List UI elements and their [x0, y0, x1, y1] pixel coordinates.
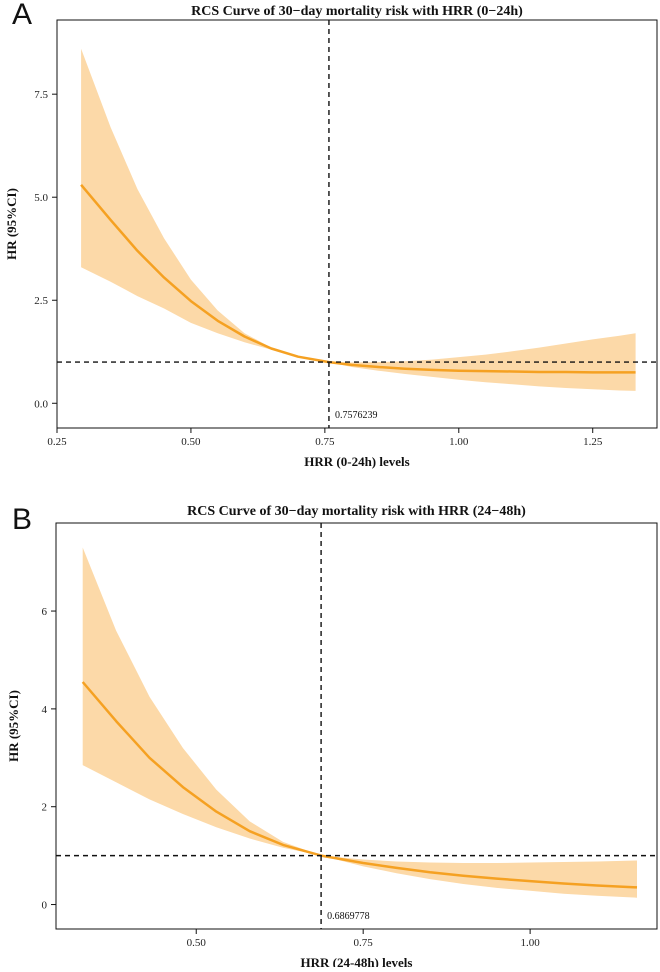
chart-title: RCS Curve of 30−day mortality risk with … — [191, 4, 523, 19]
x-axis-label: HRR (24-48h) levels — [301, 955, 413, 967]
y-tick-label: 5.0 — [34, 192, 48, 204]
chart-panel-b: B RCS Curve of 30−day mortality risk wit… — [0, 497, 660, 970]
chart-b-svg: RCS Curve of 30−day mortality risk with … — [6, 504, 658, 970]
y-tick-label: 0.0 — [34, 398, 48, 410]
y-tick-label: 7.5 — [34, 89, 48, 101]
x-tick-label: 0.75 — [315, 436, 335, 448]
plot-frame — [55, 522, 658, 930]
x-tick-label: 1.25 — [583, 436, 603, 448]
x-axis-label: HRR (0-24h) levels — [304, 454, 409, 469]
panel-label-b: B — [12, 503, 33, 536]
panel-label-a: A — [12, 0, 33, 31]
x-tick-label: 0.50 — [187, 937, 207, 949]
y-axis-label: HR (95%CI) — [4, 188, 19, 260]
y-tick-label: 2.5 — [34, 295, 48, 307]
chart-panel-a: A RCS Curve of 30−day mortality risk wit… — [0, 0, 660, 470]
y-axis-label: HR (95%CI) — [6, 690, 21, 762]
y-tick-label: 4 — [42, 704, 48, 716]
x-tick-label: 0.50 — [181, 436, 201, 448]
x-tick-label: 1.00 — [449, 436, 469, 448]
reference-x-label: 0.6869778 — [327, 911, 370, 922]
chart-title: RCS Curve of 30−day mortality risk with … — [187, 504, 526, 519]
y-tick-label: 2 — [42, 802, 48, 814]
chart-a-svg: RCS Curve of 30−day mortality risk with … — [4, 4, 658, 469]
x-tick-label: 1.00 — [520, 937, 540, 949]
confidence-band — [82, 547, 637, 898]
reference-x-label: 0.7576239 — [335, 410, 378, 421]
x-tick-label: 0.25 — [47, 436, 67, 448]
hr-series-line — [81, 681, 638, 889]
confidence-band — [81, 48, 636, 391]
plot-frame — [56, 19, 658, 429]
hr-series-line — [80, 183, 636, 374]
x-tick-label: 0.75 — [354, 937, 374, 949]
y-tick-label: 6 — [42, 606, 48, 618]
y-tick-label: 0 — [42, 900, 48, 912]
